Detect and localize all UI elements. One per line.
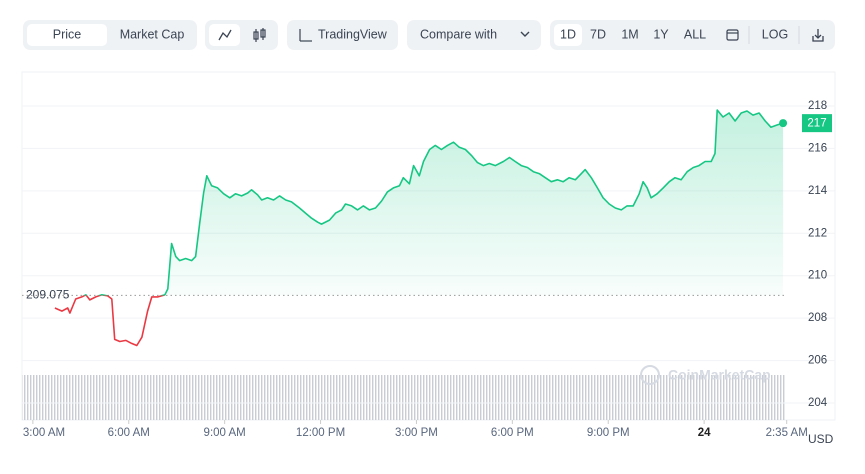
watermark-logo bbox=[640, 365, 660, 385]
y-tick-label: 212 bbox=[808, 227, 827, 239]
x-tick-label: 3:00 PM bbox=[395, 427, 438, 439]
x-tick-label: 6:00 AM bbox=[108, 427, 150, 439]
chevron bbox=[520, 31, 530, 37]
calendar-icon[interactable] bbox=[726, 29, 739, 41]
x-tick-label: 3:00 AM bbox=[23, 427, 65, 439]
last-price-dot bbox=[779, 119, 788, 128]
volume-bars bbox=[22, 375, 785, 420]
line-icon bbox=[218, 29, 232, 41]
x-tick-label: 2:35 AM bbox=[766, 427, 808, 439]
range-active[interactable] bbox=[554, 24, 582, 46]
x-tick-label: 6:00 PM bbox=[491, 427, 534, 439]
price-area bbox=[54, 110, 784, 296]
y-tick-label: 210 bbox=[808, 270, 827, 282]
download-icon[interactable] bbox=[812, 29, 824, 42]
range-toggle bbox=[550, 20, 835, 50]
range-button[interactable]: 1Y bbox=[653, 27, 669, 41]
x-tick-label: 9:00 AM bbox=[204, 427, 246, 439]
log-button[interactable]: LOG bbox=[762, 27, 788, 41]
range-button[interactable]: 7D bbox=[590, 27, 606, 41]
range-button[interactable]: 1M bbox=[621, 27, 638, 41]
y-tick-label: 218 bbox=[808, 100, 827, 112]
tradingview-button[interactable] bbox=[287, 20, 398, 50]
compare-label[interactable]: Compare with bbox=[420, 27, 497, 41]
last-price-label: 217 bbox=[807, 118, 826, 130]
y-tick-label: 214 bbox=[808, 185, 828, 197]
x-tick-label: 12:00 PM bbox=[296, 427, 345, 439]
range-button[interactable]: ALL bbox=[684, 27, 706, 41]
price-line bbox=[54, 109, 784, 347]
last-price-box bbox=[802, 114, 832, 133]
y-unit: USD bbox=[808, 432, 834, 446]
view-tab-active[interactable] bbox=[27, 24, 107, 46]
tradingview-label[interactable]: TradingView bbox=[318, 27, 388, 41]
compare-dropdown[interactable] bbox=[407, 20, 541, 50]
y-tick-label: 204 bbox=[808, 397, 828, 409]
view-tab[interactable]: Price bbox=[53, 27, 82, 41]
x-tick-label: 24 bbox=[698, 427, 711, 439]
watermark: CoinMarketCap bbox=[668, 367, 771, 383]
y-tick-label: 216 bbox=[808, 142, 827, 154]
y-tick-label: 208 bbox=[808, 312, 827, 324]
x-tick-label: 9:00 PM bbox=[587, 427, 630, 439]
range-button[interactable]: 1D bbox=[560, 27, 576, 41]
view-tab[interactable]: Market Cap bbox=[120, 27, 185, 41]
y-tick-label: 206 bbox=[808, 355, 827, 367]
baseline-label: 209.075 bbox=[26, 288, 70, 302]
candle-icon[interactable] bbox=[253, 28, 266, 42]
